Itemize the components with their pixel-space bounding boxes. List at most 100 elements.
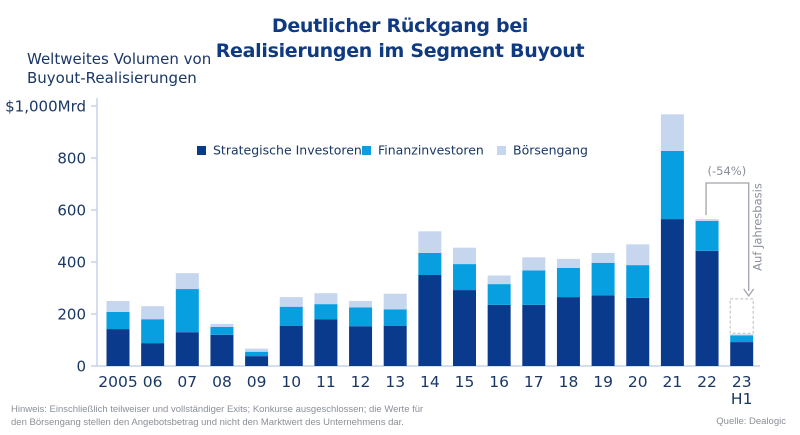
bar-segment-strategische-investoren <box>314 319 338 366</box>
bar-segment-finanzinvestoren <box>279 306 303 326</box>
x-tick-label: 14 <box>420 373 440 391</box>
bar-segment-b-rsengang <box>660 114 684 151</box>
legend-swatch <box>197 146 206 155</box>
bar-segment-finanzinvestoren <box>591 262 615 296</box>
x-tick-label: 09 <box>247 373 267 391</box>
legend-label: Börsengang <box>513 143 588 158</box>
legend: Strategische Investoren Finanzinvestoren B… <box>197 143 588 158</box>
bar-stack <box>660 114 684 366</box>
bar-segment-finanzinvestoren <box>210 327 234 335</box>
x-tick-label: 15 <box>455 373 475 391</box>
bar-stack <box>210 323 234 366</box>
bar-segment-strategische-investoren <box>522 304 546 366</box>
bar-segment-strategische-investoren <box>106 329 130 366</box>
bar-stack <box>314 293 338 366</box>
bar-segment-finanzinvestoren <box>453 264 476 291</box>
bar-segment-finanzinvestoren <box>245 351 269 357</box>
bar-segment-strategische-investoren <box>245 356 269 366</box>
bar-segment-b-rsengang <box>626 244 650 266</box>
bar-segment-finanzinvestoren <box>314 304 338 320</box>
x-tick-label: 16 <box>489 373 509 391</box>
bar-segment-strategische-investoren <box>210 334 234 366</box>
bar-segment-b-rsengang <box>591 252 615 263</box>
bar-segment-strategische-investoren <box>730 342 754 366</box>
x-tick-label: 21 <box>663 373 683 391</box>
source-label: Quelle: Dealogic <box>716 416 786 427</box>
y-tick-label: 200 <box>57 306 86 324</box>
x-tick-label: 12 <box>351 373 371 391</box>
bar-segment-b-rsengang <box>349 301 373 308</box>
bar-segment-finanzinvestoren <box>660 150 684 220</box>
bar-stack <box>453 247 476 366</box>
change-percent-label: (-54%) <box>708 164 747 178</box>
legend-label: Finanzinvestoren <box>378 143 484 158</box>
chart-title-line-2: Realisierungen im Segment Buyout <box>215 40 585 62</box>
bar-segment-strategische-investoren <box>556 297 580 366</box>
bar-segment-b-rsengang <box>383 293 407 310</box>
change-bracket <box>705 182 750 291</box>
bar-segment-finanzinvestoren <box>487 284 511 305</box>
bar-segment-b-rsengang <box>556 258 580 268</box>
bar-segment-strategische-investoren <box>418 275 442 366</box>
footnote-line-2: den Börsengang stellen den Angebotsbetra… <box>11 417 404 428</box>
bar-segment-b-rsengang <box>453 247 476 265</box>
bar-segment-strategische-investoren <box>383 325 407 366</box>
bar-segment-strategische-investoren <box>141 343 165 366</box>
bar-stack <box>418 231 442 366</box>
bar-segment-strategische-investoren <box>487 304 511 366</box>
bar-stack <box>522 257 546 366</box>
bar-segment-finanzinvestoren <box>522 270 546 305</box>
bar-segment-strategische-investoren <box>175 332 199 366</box>
x-tick-label: 08 <box>212 373 232 391</box>
bar-segment-b-rsengang <box>695 219 719 221</box>
bar-stack <box>626 244 650 366</box>
bar-segment-strategische-investoren <box>626 297 650 366</box>
legend-label: Strategische Investoren <box>213 143 362 158</box>
annualized-estimate-box <box>729 298 754 334</box>
bar-segment-b-rsengang <box>106 301 130 312</box>
bar-segment-finanzinvestoren <box>418 252 442 275</box>
bar-segment-b-rsengang <box>522 257 546 271</box>
y-axis-title: Weltweites Volumen von Buyout-Realisieru… <box>27 50 211 88</box>
y-axis-title-line-1: Weltweites Volumen von <box>27 50 212 68</box>
annualized-label: Auf Jahresbasis <box>751 183 765 271</box>
bar-segment-strategische-investoren <box>591 295 615 366</box>
x-tick-label: 22 <box>697 373 717 391</box>
x-tick-label: 18 <box>559 373 579 391</box>
chart-title: Deutlicher Rückgang bei Realisierungen i… <box>0 14 800 64</box>
bar-segment-b-rsengang <box>279 297 303 307</box>
y-tick-label: $1,000Mrd <box>5 98 86 116</box>
x-tick-label: 13 <box>385 373 405 391</box>
bar-segment-strategische-investoren <box>279 325 303 366</box>
bar-segment-finanzinvestoren <box>141 319 165 344</box>
x-tick-label: 06 <box>143 373 163 391</box>
bar-stack <box>349 301 373 366</box>
bar-stack <box>279 297 303 366</box>
bar-stack <box>106 301 130 366</box>
x-tick-label: 2005 <box>98 373 137 391</box>
bar-stack <box>175 273 199 366</box>
bar-stack <box>383 293 407 366</box>
bar-segment-strategische-investoren <box>660 219 684 366</box>
bar-stack <box>591 252 615 366</box>
x-tick-label: 11 <box>316 373 336 391</box>
bar-stack <box>487 275 511 366</box>
x-tick-label: H1 <box>731 390 753 408</box>
x-axis-labels: 2005 06 07 08 09 10 11 12 13 14 15 16 17 18 19 20 21 22 23… <box>98 373 752 408</box>
bar-segment-b-rsengang <box>245 348 269 352</box>
bar-stack <box>141 306 165 366</box>
y-tick-label: 600 <box>57 202 86 220</box>
bar-segment-finanzinvestoren <box>695 220 719 251</box>
bar-stack <box>245 348 269 366</box>
bar-segment-strategische-investoren <box>695 250 719 366</box>
bar-segment-strategische-investoren <box>453 290 476 366</box>
y-tick-label: 800 <box>57 150 86 168</box>
annotations: (-54%) Auf Jahresbasis <box>705 164 765 334</box>
x-tick-label: 10 <box>281 373 301 391</box>
bar-segment-b-rsengang <box>730 334 754 336</box>
bar-stack <box>730 334 754 366</box>
bar-segment-b-rsengang <box>210 323 234 327</box>
bar-segment-b-rsengang <box>314 293 338 305</box>
bar-stack <box>695 219 719 366</box>
x-tick-label: 07 <box>177 373 197 391</box>
